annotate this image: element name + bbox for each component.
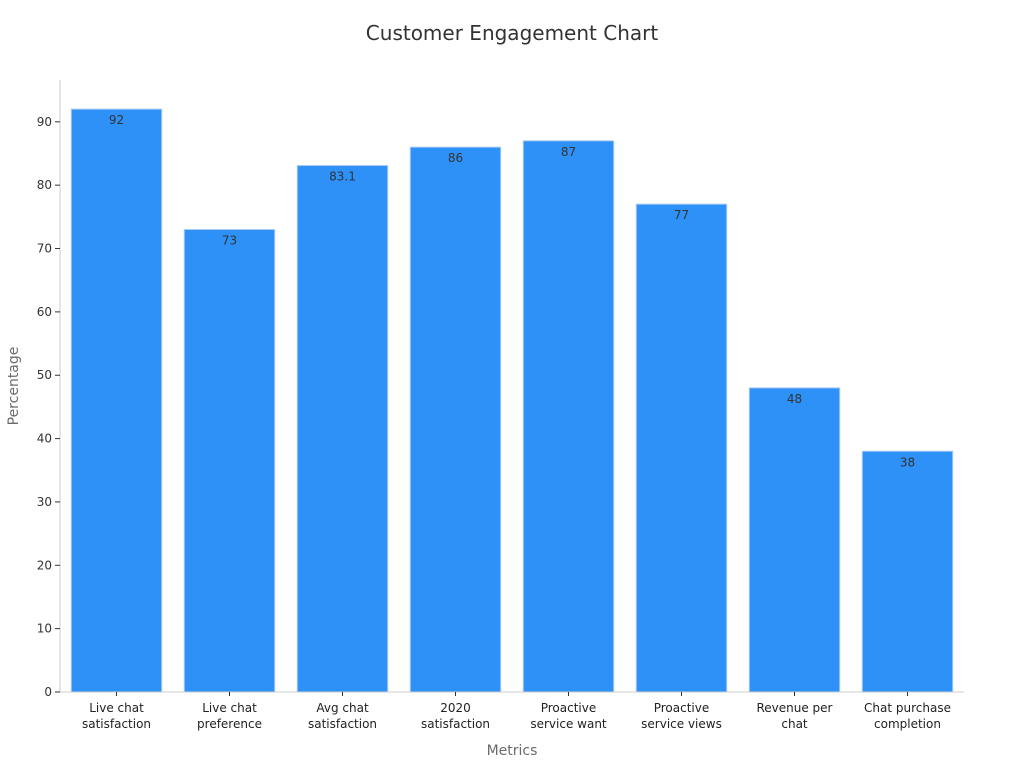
data-label-0: 92 [109, 113, 124, 127]
y-tick-label-9: 90 [37, 115, 52, 129]
y-ticks-layer: 0 10 20 30 40 50 60 70 80 90 [37, 115, 60, 699]
bar-4 [522, 140, 615, 693]
bar-6 [748, 387, 841, 693]
data-labels-layer: 92 73 83.1 86 87 77 48 38 [109, 113, 915, 469]
x-tick-label-3: 2020 satisfaction [421, 701, 490, 731]
x-axis-label: Metrics [487, 743, 538, 759]
x-tick-label-1: Live chat preference [197, 701, 262, 731]
x-tick-label-4: Proactive service want [530, 701, 607, 731]
y-tick-label-8: 80 [37, 178, 52, 192]
bar-3 [409, 146, 502, 693]
y-tick-label-7: 70 [37, 242, 52, 256]
data-label-5: 77 [674, 208, 689, 222]
data-label-1: 73 [222, 234, 237, 248]
x-labels-layer: Live chat satisfaction Live chat preference… [82, 692, 951, 731]
bar-7 [861, 450, 954, 693]
data-label-7: 38 [900, 455, 915, 469]
y-tick-label-6: 60 [37, 305, 52, 319]
y-tick-label-3: 30 [37, 495, 52, 509]
y-tick-label-2: 20 [37, 558, 52, 572]
data-label-4: 87 [561, 145, 576, 159]
y-tick-label-1: 10 [37, 622, 52, 636]
x-tick-label-2: Avg chat satisfaction [308, 701, 377, 731]
chart-title: Customer Engagement Chart [366, 21, 659, 45]
x-tick-label-6: Revenue per chat [756, 701, 832, 731]
bar-2 [296, 165, 389, 693]
data-label-2: 83.1 [329, 170, 356, 184]
y-axis-label: Percentage [6, 347, 22, 426]
y-tick-label-4: 40 [37, 432, 52, 446]
y-tick-label-0: 0 [44, 685, 52, 699]
x-tick-label-5: Proactive service views [641, 701, 722, 731]
data-label-6: 48 [787, 392, 802, 406]
bar-5 [635, 203, 728, 693]
bar-0 [70, 108, 163, 693]
x-tick-label-0: Live chat satisfaction [82, 701, 151, 731]
x-tick-label-7: Chat purchase completion [864, 701, 951, 731]
data-label-3: 86 [448, 151, 463, 165]
y-tick-label-5: 50 [37, 368, 52, 382]
bar-1 [183, 229, 276, 693]
bars-layer [70, 108, 954, 693]
